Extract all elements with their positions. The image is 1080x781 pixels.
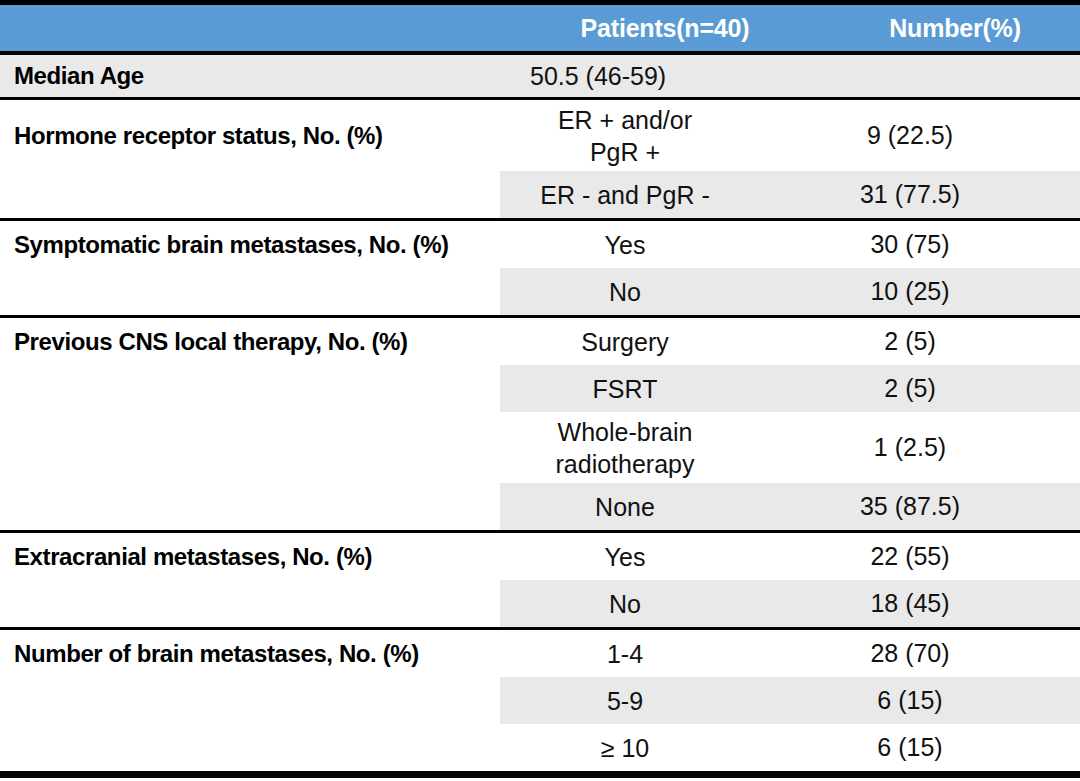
count-percent-cell [830,55,1080,97]
category-label: Median Age [0,55,500,97]
subcategory-cell: None [500,483,830,530]
count-percent-cell: 22 (55) [830,533,1080,580]
header-category-cell [0,5,500,51]
subcategory-cell: Yes [500,221,830,268]
table-header-row: Patients(n=40) Number(%) [0,5,1080,55]
category-label [0,412,500,483]
table-row: Hormone receptor status, No. (%)ER + and… [0,97,1080,171]
header-patients-cell: Patients(n=40) [500,5,830,51]
subcategory-cell: ≥ 10 [500,724,830,771]
subcategory-cell: Yes [500,533,830,580]
table-row: Whole-brain radiotherapy1 (2.5) [0,412,1080,483]
table-row: No10 (25) [0,268,1080,315]
count-percent-cell: 6 (15) [830,677,1080,724]
table-bottom-rule [0,771,1080,778]
count-percent-cell: 1 (2.5) [830,412,1080,483]
subcategory-cell: FSRT [500,365,830,412]
category-label: Symptomatic brain metastases, No. (%) [0,221,500,268]
table-row: Number of brain metastases, No. (%)1-428… [0,627,1080,677]
category-label [0,580,500,627]
subcategory-cell: 1-4 [500,630,830,677]
table-row: Extracranial metastases, No. (%)Yes22 (5… [0,530,1080,580]
subcategory-cell: 5-9 [500,677,830,724]
header-number-cell: Number(%) [830,5,1080,51]
count-percent-cell: 6 (15) [830,724,1080,771]
patient-characteristics-table: Patients(n=40) Number(%) Median Age50.5 … [0,0,1080,781]
table-row: ≥ 106 (15) [0,724,1080,771]
table-row: Previous CNS local therapy, No. (%)Surge… [0,315,1080,365]
table-row: Symptomatic brain metastases, No. (%)Yes… [0,218,1080,268]
subcategory-cell: Surgery [500,318,830,365]
table-row: 5-96 (15) [0,677,1080,724]
subcategory-cell: No [500,268,830,315]
table-row: FSRT2 (5) [0,365,1080,412]
count-percent-cell: 28 (70) [830,630,1080,677]
table-row: Median Age50.5 (46-59) [0,55,1080,97]
category-label [0,483,500,530]
count-percent-cell: 18 (45) [830,580,1080,627]
count-percent-cell: 9 (22.5) [830,100,1080,171]
category-label: Extracranial metastases, No. (%) [0,533,500,580]
category-label: Hormone receptor status, No. (%) [0,100,500,171]
category-label [0,724,500,771]
table-body: Median Age50.5 (46-59)Hormone receptor s… [0,55,1080,771]
count-percent-cell: 2 (5) [830,318,1080,365]
category-label [0,171,500,218]
subcategory-cell: No [500,580,830,627]
category-label: Previous CNS local therapy, No. (%) [0,318,500,365]
category-label [0,677,500,724]
category-label [0,268,500,315]
subcategory-cell: Whole-brain radiotherapy [500,412,830,483]
count-percent-cell: 30 (75) [830,221,1080,268]
table-row: None35 (87.5) [0,483,1080,530]
subcategory-cell: 50.5 (46-59) [500,55,830,97]
category-label: Number of brain metastases, No. (%) [0,630,500,677]
subcategory-cell: ER + and/or PgR + [500,100,830,171]
count-percent-cell: 10 (25) [830,268,1080,315]
count-percent-cell: 31 (77.5) [830,171,1080,218]
table-row: No18 (45) [0,580,1080,627]
count-percent-cell: 35 (87.5) [830,483,1080,530]
table-row: ER - and PgR -31 (77.5) [0,171,1080,218]
count-percent-cell: 2 (5) [830,365,1080,412]
category-label [0,365,500,412]
subcategory-cell: ER - and PgR - [500,171,830,218]
